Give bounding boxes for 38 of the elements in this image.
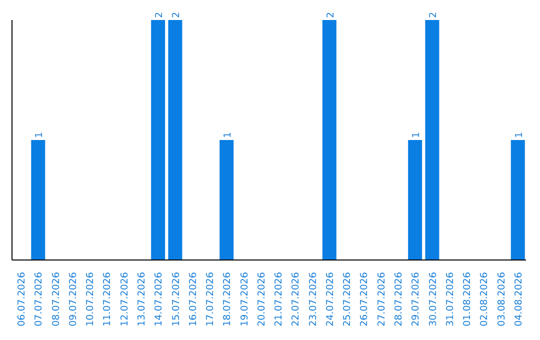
x-tick-label: 12.07.2026 (119, 272, 130, 326)
x-tick-label: 27.07.2026 (376, 272, 388, 326)
data-label: 2 (428, 12, 440, 18)
x-tick-label: 26.07.2026 (359, 272, 370, 326)
data-label: 1 (514, 132, 525, 138)
x-tick-label: 22.07.2026 (290, 272, 302, 326)
x-tick-label: 11.07.2026 (102, 272, 114, 326)
x-tick-label: 31.07.2026 (444, 272, 456, 326)
x-tick-label: 29.07.2026 (410, 272, 422, 326)
x-tick-label: 10.07.2026 (85, 272, 96, 326)
data-label: 2 (171, 12, 182, 18)
x-tick-label: 30.07.2026 (428, 272, 439, 326)
x-tick-label: 20.07.2026 (256, 272, 268, 326)
x-tick-label: 17.07.2026 (205, 272, 216, 326)
data-label: 2 (154, 12, 166, 18)
x-tick-label: 01.08.2026 (462, 272, 474, 326)
data-label: 1 (34, 132, 46, 138)
x-tick-label: 02.08.2026 (479, 272, 490, 326)
x-tick-label: 06.07.2026 (16, 272, 28, 326)
x-tick-label: 19.07.2026 (239, 272, 250, 326)
x-tick-label: 24.07.2026 (324, 272, 336, 326)
x-tick-label: 14.07.2026 (154, 272, 165, 326)
x-tick-label: 15.07.2026 (170, 272, 182, 326)
data-label: 1 (222, 132, 234, 138)
x-tick-label: 13.07.2026 (136, 272, 148, 326)
data-label: 1 (411, 132, 422, 138)
x-tick-label: 16.07.2026 (188, 272, 199, 326)
x-tick-label: 08.07.2026 (50, 272, 62, 326)
x-tick-label: 04.08.2026 (513, 272, 524, 326)
x-tick-label: 23.07.2026 (308, 272, 319, 326)
x-tick-label: 21.07.2026 (274, 272, 285, 326)
x-tick-label: 18.07.2026 (222, 272, 234, 326)
data-label: 2 (325, 12, 336, 18)
x-tick-label: 09.07.2026 (68, 272, 79, 326)
x-tick-label: 28.07.2026 (394, 272, 404, 326)
x-tick-label: 25.07.2026 (342, 272, 354, 326)
x-tick-label: 07.07.2026 (34, 272, 45, 326)
x-tick-label: 03.08.2026 (496, 272, 508, 326)
